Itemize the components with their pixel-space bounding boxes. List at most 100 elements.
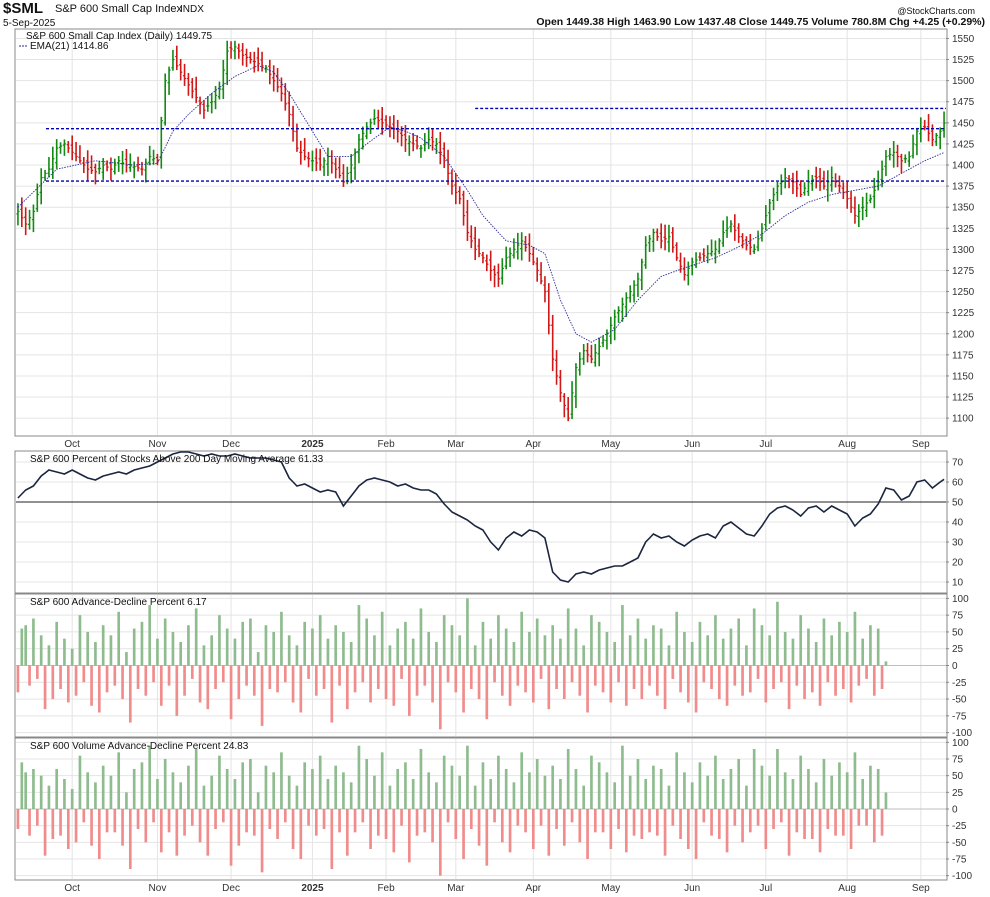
vol-ad-bar: [105, 809, 109, 833]
ad-bar: [582, 645, 586, 666]
vol-ad-bar: [237, 809, 241, 846]
vol-ad-bar: [109, 775, 113, 809]
vol-ad-bar: [543, 775, 547, 809]
x-axis-label: Oct: [64, 883, 80, 894]
ad-bar: [415, 665, 419, 696]
vol-ad-bar: [225, 769, 229, 809]
price-tick-label: 1425: [952, 139, 975, 150]
vad-tick-label: 25: [952, 788, 964, 799]
ad-bar: [729, 628, 733, 666]
vol-ad-bar: [683, 772, 686, 809]
vol-ad-bar: [299, 809, 303, 859]
vol-ad-bar: [605, 772, 609, 809]
price-tick-label: 1500: [952, 76, 975, 87]
ad-bar: [593, 665, 597, 686]
ad-bar: [318, 615, 322, 666]
vol-ad-bar: [82, 809, 86, 823]
ad-tick-label: 0: [952, 661, 958, 672]
ad-bar: [741, 665, 744, 696]
vol-ad-bar: [396, 769, 400, 809]
ad-bar: [28, 665, 31, 686]
vol-ad-bar: [187, 765, 190, 809]
vol-ad-bar: [353, 809, 357, 833]
ad-bar: [791, 638, 795, 666]
vol-ad-bar: [834, 809, 837, 836]
ema-line: [17, 64, 945, 343]
vol-ad-bar: [330, 809, 334, 869]
vol-ad-bar: [256, 792, 260, 809]
vol-ad-bar: [260, 809, 264, 873]
vol-ad-bar: [632, 809, 636, 836]
breadth-tick-label: 40: [952, 518, 964, 529]
ad-bar: [760, 625, 764, 666]
ad-tick-label: -50: [952, 695, 967, 706]
ad-bar: [462, 665, 465, 713]
ad-bar: [694, 665, 698, 713]
vol-ad-bar: [752, 749, 756, 809]
ad-bar: [884, 661, 888, 666]
ad-bar: [427, 631, 431, 666]
vol-ad-bar: [423, 809, 427, 833]
ad-bar: [342, 631, 345, 666]
ad-bar: [148, 605, 152, 666]
ad-panel-title: S&P 600 Advance-Decline Percent 6.17: [30, 597, 207, 608]
vol-ad-bar: [318, 755, 322, 809]
ad-bar: [272, 631, 276, 666]
vol-ad-bar: [435, 782, 438, 809]
vol-ad-bar: [198, 809, 202, 843]
price-tick-label: 1225: [952, 308, 975, 319]
ad-bar: [803, 665, 806, 700]
ad-bar: [218, 615, 221, 666]
price-panel-title: S&P 600 Small Cap Index (Daily) 1449.75: [26, 31, 212, 42]
vol-ad-bar: [427, 772, 431, 809]
price-tick-label: 1350: [952, 203, 975, 214]
vol-ad-bar: [117, 752, 121, 809]
vol-ad-bar: [404, 762, 407, 809]
vol-ad-bar: [70, 789, 74, 809]
ad-bar: [838, 621, 841, 666]
vol-ad-bar: [218, 755, 221, 809]
ad-bar: [826, 665, 830, 683]
vol-ad-bar: [361, 809, 365, 823]
ad-bar: [807, 628, 810, 666]
ad-bar: [252, 665, 256, 696]
vol-ad-bar: [66, 809, 70, 849]
ad-bar: [632, 665, 636, 689]
grid-layer: [16, 30, 946, 879]
ad-bar: [20, 628, 24, 666]
vol-ad-bar: [671, 809, 675, 826]
vol-ad-bar: [462, 809, 465, 859]
ad-bar: [861, 638, 865, 666]
vol-ad-bar: [322, 809, 326, 829]
ad-bar: [675, 611, 679, 666]
ad-bar: [613, 642, 617, 666]
vol-ad-bar: [698, 762, 702, 809]
vol-ad-bar: [183, 809, 186, 836]
x-axis-label: Jun: [684, 439, 700, 450]
price-tick-label: 1375: [952, 182, 975, 193]
ad-bar: [481, 621, 485, 666]
ad-bar: [466, 598, 469, 666]
vol-ad-bar: [876, 769, 880, 809]
vol-ad-bar: [55, 769, 59, 809]
price-tick-label: 1550: [952, 34, 975, 45]
ad-bar: [764, 665, 768, 703]
ad-bar: [369, 665, 372, 703]
vol-ad-bar: [535, 759, 539, 809]
ad-bar: [570, 665, 574, 683]
ad-bar: [438, 665, 442, 730]
ad-bar: [280, 611, 283, 666]
ad-bar: [125, 652, 128, 666]
x-axis-label: Aug: [838, 439, 856, 450]
vol-ad-bar: [497, 755, 500, 809]
ad-bar: [295, 645, 299, 666]
vol-ad-bar: [504, 769, 508, 809]
vol-ad-bar: [167, 809, 171, 833]
vol-ad-bar: [171, 772, 175, 809]
vol-ad-bar: [326, 779, 330, 809]
vol-ad-bar: [826, 809, 830, 829]
vol-ad-bar: [764, 809, 768, 849]
ad-bar: [241, 621, 245, 666]
vol-ad-bar: [679, 809, 682, 839]
